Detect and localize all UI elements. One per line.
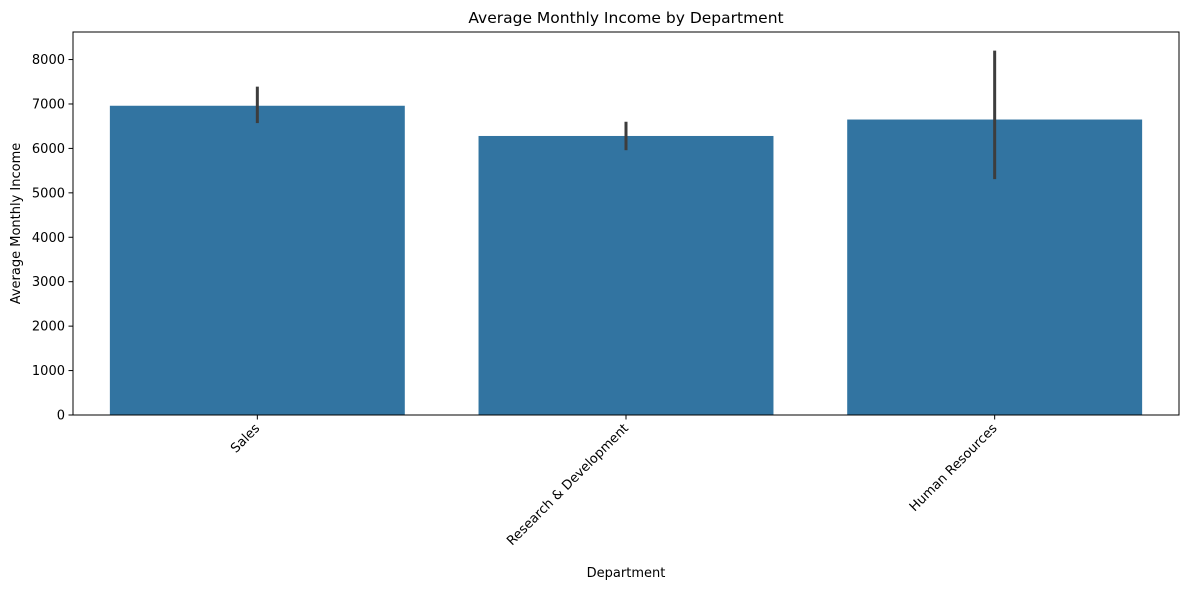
y-tick-label: 7000 bbox=[32, 97, 65, 112]
chart-title: Average Monthly Income by Department bbox=[468, 9, 783, 27]
error-bars-group bbox=[255, 50, 997, 180]
y-tick-label: 5000 bbox=[32, 186, 65, 201]
x-tick-label: Human Resources bbox=[907, 421, 1001, 515]
y-tick-label: 8000 bbox=[32, 53, 65, 68]
y-tick-label: 4000 bbox=[32, 231, 65, 246]
x-axis-title: Department bbox=[587, 566, 666, 581]
y-tick-label: 2000 bbox=[32, 320, 65, 335]
y-axis-title: Average Monthly Income bbox=[9, 143, 24, 305]
x-tick-label: Research & Development bbox=[504, 421, 632, 549]
bar-sales bbox=[109, 105, 405, 415]
y-axis: 0 1000 2000 3000 4000 5000 6000 7000 8000 bbox=[32, 53, 73, 424]
bar-research-development bbox=[478, 135, 774, 415]
x-axis: Sales Research & Development Human Resourc… bbox=[228, 415, 1001, 549]
y-tick-label: 6000 bbox=[32, 142, 65, 157]
x-tick-label: Sales bbox=[228, 421, 263, 456]
y-tick-label: 1000 bbox=[32, 364, 65, 379]
y-tick-label: 3000 bbox=[32, 275, 65, 290]
y-tick-label: 0 bbox=[57, 409, 65, 424]
bars-group bbox=[109, 105, 1143, 416]
